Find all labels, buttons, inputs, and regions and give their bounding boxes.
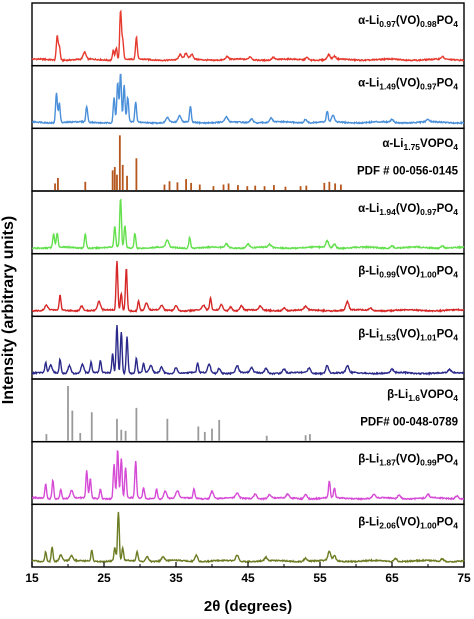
x-tick-label: 15	[25, 571, 39, 585]
y-axis-label: Intensity (arbitrary units)	[0, 216, 17, 404]
xrd-pattern-line	[31, 260, 465, 314]
xrd-pattern-line	[31, 324, 465, 377]
x-tick-label: 25	[97, 571, 111, 585]
xrd-pattern-line	[31, 511, 465, 564]
sample-label: β-Li0.99(VO)1.00PO4	[358, 266, 458, 280]
panel-4: α-Li1.94(VO)0.97PO4	[31, 190, 465, 255]
x-tick-label: 75	[457, 571, 471, 585]
panel-6: β-Li1.53(VO)1.01PO4	[31, 315, 465, 380]
panel-frame	[31, 503, 465, 568]
sample-label: α-Li1.75VOPO4	[382, 138, 458, 152]
panel-3: PDF # 00-056-0145 α-Li1.75VOPO4	[31, 127, 465, 192]
pdf-reference-label: PDF# 00-048-0789	[360, 416, 458, 428]
sample-label: β-Li1.87(VO)0.99PO4	[358, 454, 458, 468]
xrd-pattern-line	[31, 449, 464, 502]
panel-frame	[31, 315, 465, 380]
sample-label: β-Li1.6VOPO4	[387, 389, 458, 403]
sample-label: α-Li1.94(VO)0.97PO4	[358, 203, 458, 217]
panel-8: β-Li1.87(VO)0.99PO4	[31, 440, 465, 506]
xrd-pattern-line	[31, 73, 465, 126]
panel-7: PDF# 00-048-0789 β-Li1.6VOPO4	[31, 378, 465, 443]
x-tick-label: 45	[241, 571, 255, 585]
panel-9: β-Li2.06(VO)1.00PO4	[31, 503, 465, 568]
pdf-reference-label: PDF # 00-056-0145	[357, 166, 459, 178]
sample-label: α-Li1.49(VO)0.97PO4	[358, 78, 458, 92]
sample-label: β-Li1.53(VO)1.01PO4	[358, 328, 458, 342]
sample-label: α-Li0.97(VO)0.98PO4	[358, 15, 458, 29]
x-tick-label: 35	[169, 571, 183, 585]
x-tick-label: 55	[313, 571, 327, 585]
panel-1: α-Li0.97(VO)0.98PO4	[31, 2, 465, 67]
x-axis-label: 2θ (degrees)	[204, 598, 292, 615]
sample-label: β-Li2.06(VO)1.00PO4	[358, 516, 458, 530]
xrd-pattern-line	[31, 9, 465, 63]
panel-frame	[31, 64, 465, 130]
panel-2: α-Li1.49(VO)0.97PO4	[31, 64, 465, 130]
xrd-pattern-line	[31, 198, 465, 251]
x-axis-ticks: 15 25 35 45 55 65 75	[25, 562, 471, 585]
panels: α-Li0.97(VO)0.98PO4 α-Li1.49(VO)0.97PO4 PD…	[31, 2, 465, 568]
panel-5: β-Li0.99(VO)1.00PO4	[31, 252, 465, 318]
x-tick-label: 65	[385, 571, 399, 585]
panel-frame	[31, 2, 465, 67]
